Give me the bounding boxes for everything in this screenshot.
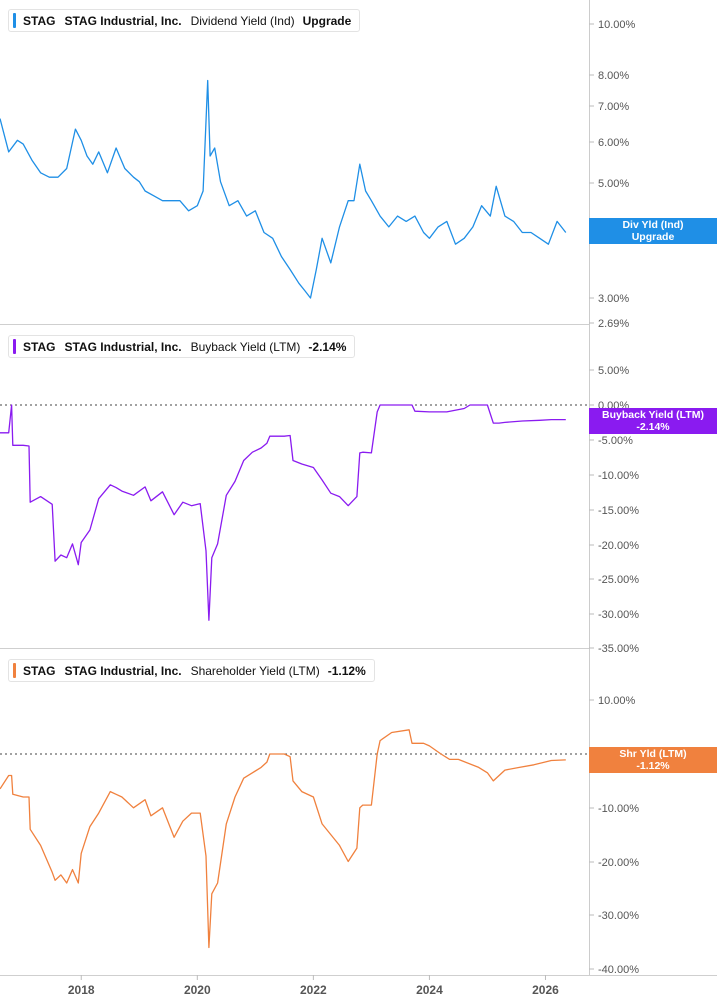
legend-company: STAG Industrial, Inc. bbox=[64, 339, 182, 354]
shareholder-value-tag: Shr Yld (LTM) -1.12% bbox=[589, 747, 717, 773]
buyback-value-tag: Buyback Yield (LTM) -2.14% bbox=[589, 408, 717, 434]
buyback-panel-legend: STAG STAG Industrial, Inc. Buyback Yield… bbox=[8, 335, 356, 358]
legend-ticker: STAG bbox=[23, 339, 56, 354]
shareholder-y-tick-label: -30.00% bbox=[598, 910, 639, 922]
dividend-y-tick-label: 7.00% bbox=[598, 101, 629, 113]
legend-company: STAG Industrial, Inc. bbox=[64, 663, 182, 678]
buyback-y-tick-label: -5.00% bbox=[598, 435, 633, 447]
dividend-panel-legend: STAG STAG Industrial, Inc. Dividend Yiel… bbox=[8, 9, 361, 32]
buyback-y-tick-label: -35.00% bbox=[598, 643, 639, 655]
tag-label: Buyback Yield (LTM) bbox=[602, 409, 704, 421]
buyback-y-tick-label: -15.00% bbox=[598, 505, 639, 517]
shareholder-y-tick-label: -40.00% bbox=[598, 964, 639, 976]
shareholder-y-tick-label: -20.00% bbox=[598, 857, 639, 869]
buyback-y-tick-label: -30.00% bbox=[598, 609, 639, 621]
buyback-y-tick-label: 5.00% bbox=[598, 365, 629, 377]
buyback-y-tick-label: 2.69% bbox=[598, 318, 629, 330]
legend-value[interactable]: Upgrade bbox=[302, 13, 352, 28]
dividend-y-tick-label: 8.00% bbox=[598, 70, 629, 82]
dividend-series-swatch bbox=[13, 13, 16, 28]
legend-metric: Buyback Yield (LTM) bbox=[190, 339, 301, 354]
tag-label: Div Yld (Ind) bbox=[622, 219, 684, 231]
x-tick-label: 2020 bbox=[184, 983, 211, 997]
dividend-y-tick-label: 3.00% bbox=[598, 293, 629, 305]
shareholder-series-line bbox=[0, 729, 566, 949]
x-tick-label: 2024 bbox=[416, 983, 443, 997]
tag-value: Upgrade bbox=[631, 231, 675, 243]
shareholder-y-tick-label: 10.00% bbox=[598, 695, 636, 707]
legend-value: -2.14% bbox=[308, 339, 347, 354]
legend-ticker: STAG bbox=[23, 13, 56, 28]
dividend-value-tag: Div Yld (Ind) Upgrade bbox=[589, 218, 717, 244]
buyback-series-swatch bbox=[13, 339, 16, 354]
x-tick-label: 2026 bbox=[532, 983, 559, 997]
tag-value: -2.14% bbox=[636, 421, 670, 433]
legend-ticker: STAG bbox=[23, 663, 56, 678]
tag-label: Shr Yld (LTM) bbox=[619, 748, 687, 760]
buyback-series-line bbox=[0, 404, 566, 621]
dividend-y-tick-label: 10.00% bbox=[598, 19, 636, 31]
legend-metric: Shareholder Yield (LTM) bbox=[190, 663, 320, 678]
buyback-y-tick-label: -10.00% bbox=[598, 470, 639, 482]
x-tick-label: 2018 bbox=[68, 983, 95, 997]
dividend-y-tick-label: 6.00% bbox=[598, 137, 629, 149]
buyback-y-tick-label: -20.00% bbox=[598, 540, 639, 552]
shareholder-panel-legend: STAG STAG Industrial, Inc. Shareholder Y… bbox=[8, 659, 375, 682]
buyback-y-tick-label: -25.00% bbox=[598, 574, 639, 586]
legend-company: STAG Industrial, Inc. bbox=[64, 13, 182, 28]
shareholder-series-swatch bbox=[13, 663, 16, 678]
legend-value: -1.12% bbox=[327, 663, 366, 678]
legend-metric: Dividend Yield (Ind) bbox=[190, 13, 295, 28]
dividend-y-tick-label: 5.00% bbox=[598, 178, 629, 190]
tag-value: -1.12% bbox=[636, 760, 670, 772]
x-tick-label: 2022 bbox=[300, 983, 327, 997]
shareholder-y-tick-label: -10.00% bbox=[598, 803, 639, 815]
dividend-series-line bbox=[0, 79, 567, 299]
